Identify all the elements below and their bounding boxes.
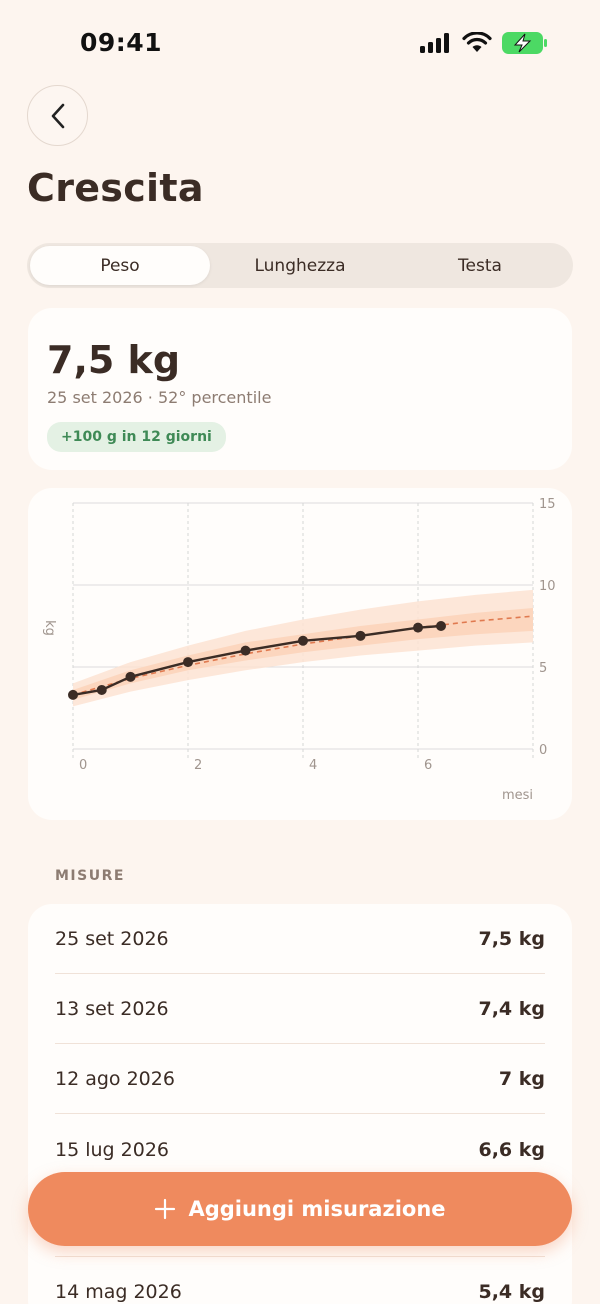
status-time: 09:41	[80, 28, 163, 57]
y-tick-label: 15	[539, 497, 556, 512]
measurement-date: 25 set 2026	[55, 927, 169, 950]
measurement-value: 7 kg	[498, 1067, 545, 1090]
list-item[interactable]	[55, 1187, 545, 1257]
y-axis-label: kg	[42, 620, 57, 636]
chevron-left-icon	[51, 103, 64, 128]
measurement-value: 7,4 kg	[478, 997, 545, 1020]
measurement-date: 14 mag 2026	[55, 1281, 182, 1303]
add-measurement-button[interactable]: Aggiungi misurazione	[28, 1172, 572, 1246]
x-tick-label: 0	[79, 758, 87, 773]
x-axis-label: mesi	[502, 788, 533, 803]
back-button[interactable]	[27, 85, 88, 146]
data-point	[436, 621, 446, 631]
growth-chart: 0 5 10 15 0 2 4 6 mesi kg	[42, 497, 556, 803]
measurement-value: 5,4 kg	[478, 1281, 545, 1303]
plus-icon	[155, 1198, 176, 1220]
measurement-date: 12 ago 2026	[55, 1067, 175, 1090]
data-point	[68, 689, 78, 700]
current-weight: 7,5 kg	[47, 338, 181, 382]
measurements-section-label: MISURE	[55, 868, 125, 884]
measurement-date: 15 lug 2026	[55, 1138, 169, 1161]
status-icons	[420, 32, 548, 54]
list-item[interactable]: 12 ago 2026 7 kg	[55, 1044, 545, 1114]
tab-lunghezza[interactable]: Lunghezza	[254, 255, 346, 276]
measurement-value: 6,6 kg	[478, 1138, 545, 1161]
x-tick-label: 4	[309, 758, 317, 773]
battery-charging-icon	[502, 32, 547, 54]
y-tick-label: 0	[539, 743, 547, 758]
weight-change-badge: +100 g in 12 giorni	[47, 422, 226, 452]
signal-icon	[420, 33, 449, 53]
tab-testa[interactable]: Testa	[458, 255, 502, 276]
list-item[interactable]: 25 set 2026 7,5 kg	[55, 904, 545, 974]
metric-tabs: Peso Lunghezza Testa	[27, 243, 573, 288]
y-tick-label: 10	[539, 579, 556, 594]
x-tick-label: 6	[424, 758, 432, 773]
y-tick-label: 5	[539, 661, 547, 676]
page-title: Crescita	[27, 166, 204, 210]
measurement-subtitle: 25 set 2026 · 52° percentile	[47, 388, 272, 407]
measurement-date: 13 set 2026	[55, 997, 169, 1020]
wifi-icon	[462, 32, 492, 52]
add-measurement-label: Aggiungi misurazione	[188, 1197, 446, 1221]
x-tick-label: 2	[194, 758, 202, 773]
data-point	[298, 635, 308, 646]
data-point	[125, 671, 136, 682]
status-bar: 09:41	[0, 0, 600, 88]
growth-chart-card: 0 5 10 15 0 2 4 6 mesi kg	[28, 488, 572, 820]
measurement-value: 7,5 kg	[478, 927, 545, 950]
data-point	[96, 684, 107, 695]
data-point	[355, 630, 366, 641]
list-item[interactable]: 13 set 2026 7,4 kg	[55, 974, 545, 1044]
data-point	[413, 622, 423, 633]
data-point	[240, 645, 251, 656]
data-point	[183, 657, 193, 668]
tab-peso[interactable]: Peso	[30, 246, 210, 285]
list-item[interactable]: 14 mag 2026 5,4 kg	[55, 1257, 545, 1304]
summary-card: 7,5 kg 25 set 2026 · 52° percentile +100…	[28, 308, 572, 470]
